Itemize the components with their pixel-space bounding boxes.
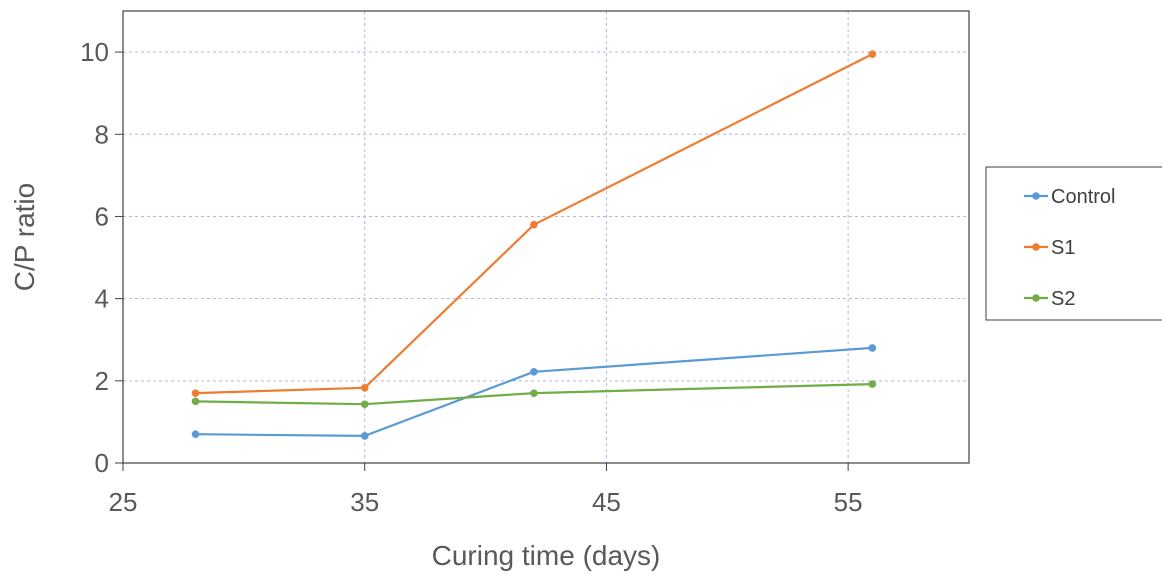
series-line-control <box>195 346 873 437</box>
legend: Control S1 S2 <box>985 166 1162 321</box>
y-axis: 0 2 4 6 8 10 <box>80 37 123 478</box>
y-tick-label: 6 <box>95 201 109 231</box>
data-point-s2 <box>868 380 877 388</box>
data-point-control <box>191 430 200 439</box>
data-point-s1 <box>191 389 200 397</box>
legend-box <box>985 166 1162 321</box>
data-point-s1 <box>868 50 877 58</box>
y-tick-label: 2 <box>95 366 109 396</box>
x-tick-label: 25 <box>109 487 138 517</box>
y-tick-label: 10 <box>80 37 109 67</box>
legend-marker-s1 <box>1032 243 1040 251</box>
series-layer <box>191 50 877 440</box>
y-tick-label: 8 <box>95 119 109 149</box>
data-point-s1 <box>360 384 369 392</box>
x-tick-label: 35 <box>350 487 379 517</box>
x-tick-label: 55 <box>834 487 863 517</box>
x-tick-label: 45 <box>592 487 621 517</box>
data-point-control <box>360 432 369 440</box>
series-line-s2 <box>195 383 873 406</box>
x-axis-title: Curing time (days) <box>432 540 661 571</box>
data-point-control <box>868 344 877 352</box>
series-line-s1 <box>195 53 873 395</box>
data-point-s2 <box>530 389 538 397</box>
data-point-s2 <box>360 400 369 409</box>
legend-label-control: Control <box>1051 186 1115 208</box>
plot-frame <box>122 10 970 464</box>
legend-marker-s2 <box>1032 294 1040 302</box>
grid <box>123 11 969 463</box>
legend-label-s2: S2 <box>1051 288 1075 310</box>
y-tick-label: 4 <box>95 284 109 314</box>
legend-label-s1: S1 <box>1051 237 1075 259</box>
legend-marker-control <box>1032 192 1040 200</box>
y-tick-label: 0 <box>95 448 109 478</box>
data-point-s2 <box>191 397 200 406</box>
data-point-s1 <box>530 220 538 229</box>
x-axis: 25 35 45 55 <box>109 463 863 517</box>
y-axis-title: C/P ratio <box>9 183 40 291</box>
data-point-control <box>530 367 538 376</box>
